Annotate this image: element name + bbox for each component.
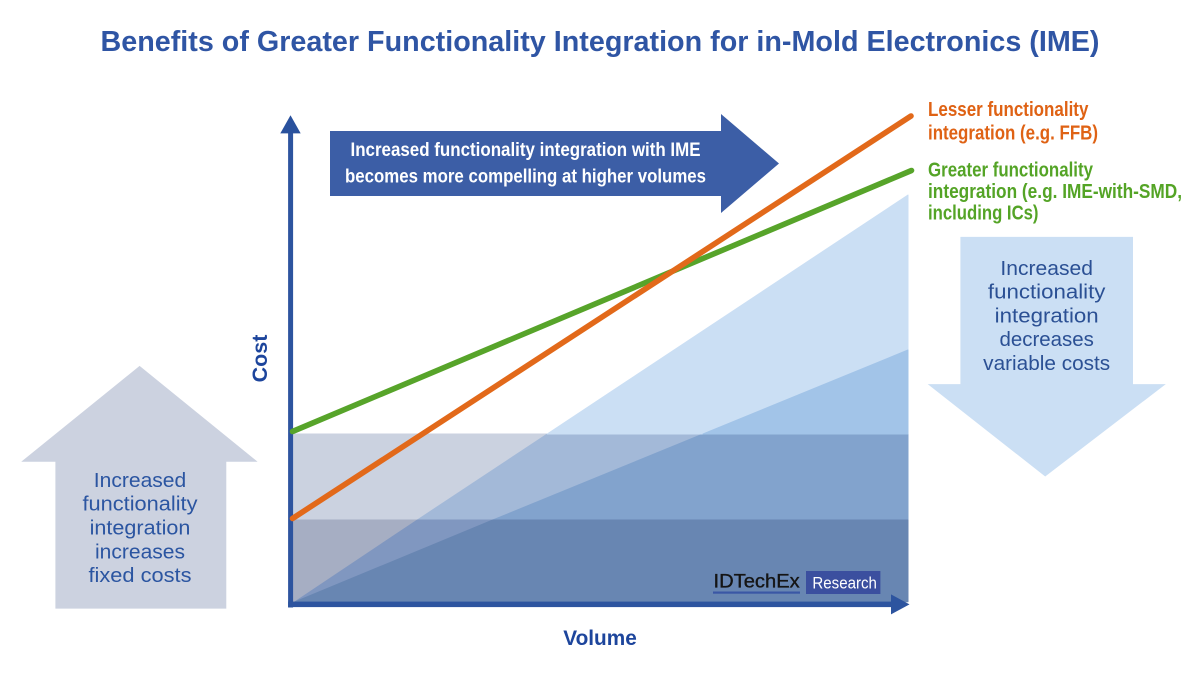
svg-text:integration (e.g. FFB): integration (e.g. FFB) [928, 123, 1098, 145]
svg-text:Increased: Increased [94, 469, 186, 492]
svg-text:decreases: decreases [1000, 328, 1094, 351]
svg-text:Greater functionality: Greater functionality [928, 160, 1094, 182]
svg-text:fixed costs: fixed costs [89, 564, 192, 587]
svg-text:Volume: Volume [563, 626, 637, 650]
svg-text:Benefits of Greater Functional: Benefits of Greater Functionality Integr… [101, 26, 1100, 58]
svg-text:functionality: functionality [988, 281, 1106, 304]
svg-text:Increased functionality integr: Increased functionality integration with… [351, 139, 701, 161]
svg-text:integration: integration [90, 517, 191, 540]
svg-text:becomes more compelling at hig: becomes more compelling at higher volume… [345, 166, 706, 188]
svg-text:Cost: Cost [248, 335, 272, 383]
svg-text:Lesser functionality: Lesser functionality [928, 99, 1089, 121]
svg-text:functionality: functionality [83, 493, 199, 516]
svg-text:integration: integration [995, 304, 1099, 327]
svg-text:IDTechEx: IDTechEx [714, 572, 801, 593]
svg-text:integration (e.g. IME-with-SMD: integration (e.g. IME-with-SMD, [928, 181, 1182, 203]
svg-text:increases: increases [95, 540, 185, 563]
svg-text:variable costs: variable costs [983, 352, 1110, 375]
svg-text:Increased: Increased [1000, 257, 1093, 280]
svg-text:Research: Research [812, 574, 877, 592]
svg-text:including ICs): including ICs) [928, 203, 1039, 225]
